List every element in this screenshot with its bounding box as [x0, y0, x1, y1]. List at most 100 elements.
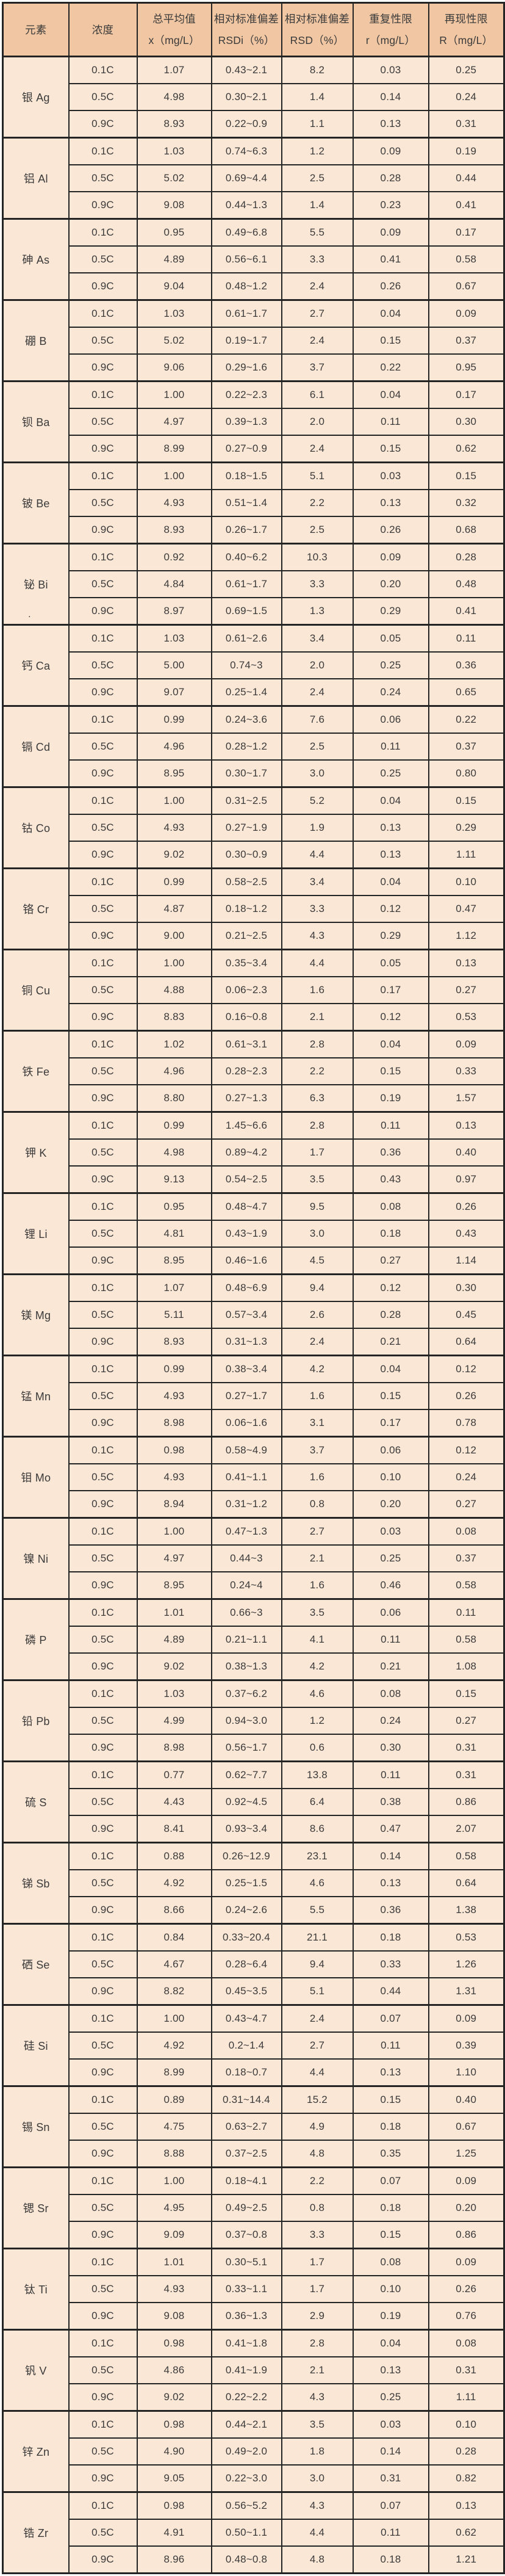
rsdi-range-cell: 0.25~1.5: [210, 1869, 282, 1897]
rsdi-range-cell: 0.30~1.7: [210, 759, 282, 788]
rsdi-range-cell: 0.28~2.3: [210, 1057, 282, 1085]
rsdi-range-cell: 0.37~6.2: [210, 1679, 282, 1708]
table-row: 0.5C 5.00 0.74~3 2.0 0.25 0.36: [3, 651, 505, 679]
repeatability-cell: 0.03: [352, 2410, 429, 2439]
table-row: 0.5C 4.88 0.06~2.3 1.6 0.17 0.27: [3, 976, 505, 1004]
header-mean: 总平均值 x（mg/L）: [136, 2, 212, 57]
element-name: 硒 Se: [21, 1959, 50, 1971]
rsdi-range-cell: 0.31~14.4: [210, 2085, 282, 2114]
repeatability-cell: 0.17: [352, 976, 429, 1004]
element-name: 钡 Ba: [21, 416, 50, 429]
mean-value-cell: 0.92: [136, 543, 212, 571]
element-name: 铬 Cr: [23, 903, 49, 916]
reproducibility-cell: 0.13: [428, 2491, 505, 2520]
rsd-value-cell: 1.8: [281, 2437, 354, 2466]
repeatability-cell: 0.25: [352, 759, 429, 788]
repeatability-cell: 0.11: [352, 2519, 429, 2547]
table-row: 0.9C 8.93 0.26~1.7 2.5 0.26 0.68: [3, 516, 505, 545]
rsd-value-cell: 3.0: [281, 1220, 354, 1248]
mean-value-cell: 4.88: [136, 976, 212, 1004]
mean-value-cell: 1.03: [136, 624, 212, 653]
mean-value-cell: 9.08: [136, 2302, 212, 2331]
header-concentration: 浓度: [68, 2, 138, 57]
repeatability-cell: 0.29: [352, 922, 429, 950]
reproducibility-cell: 0.53: [428, 1923, 505, 1952]
concentration-cell: 0.5C: [68, 83, 138, 111]
mean-value-cell: 0.99: [136, 705, 212, 734]
rsdi-range-cell: 0.44~2.1: [210, 2410, 282, 2439]
reproducibility-cell: 0.97: [428, 1165, 505, 1194]
mean-value-cell: 8.95: [136, 759, 212, 788]
rsd-value-cell: 2.2: [281, 1057, 354, 1085]
rsdi-range-cell: 0.2~1.4: [210, 2031, 282, 2060]
reproducibility-cell: 0.09: [428, 1030, 505, 1058]
rsdi-range-cell: 0.26~1.7: [210, 516, 282, 545]
rsd-value-cell: 3.3: [281, 895, 354, 923]
concentration-cell: 0.9C: [68, 1003, 138, 1032]
table-row: 银 Ag 0.1C 1.07 0.43~2.1 8.2 0.03 0.25: [2, 56, 505, 139]
mean-value-cell: 1.07: [136, 56, 212, 84]
rsd-value-cell: 4.4: [281, 949, 354, 977]
reproducibility-cell: 0.09: [428, 2166, 505, 2195]
table-row: 0.5C 4.95 0.49~2.5 0.8 0.18 0.20: [3, 2194, 505, 2222]
table-row: 0.5C 5.11 0.57~3.4 2.6 0.28 0.45: [3, 1301, 505, 1329]
mean-value-cell: 1.03: [136, 299, 212, 328]
rsdi-range-cell: 0.18~1.2: [210, 895, 282, 923]
rsdi-range-cell: 0.51~1.4: [210, 489, 282, 517]
rsd-value-cell: 2.7: [281, 299, 354, 328]
repeatability-cell: 0.14: [352, 1842, 429, 1870]
rsd-value-cell: 2.0: [281, 408, 354, 436]
concentration-cell: 0.5C: [68, 1138, 138, 1167]
rsd-value-cell: 6.3: [281, 1084, 354, 1113]
concentration-cell: 0.5C: [68, 489, 138, 517]
element-name-cell: 铝 Al: [2, 137, 70, 220]
table-row: 锂 Li 0.1C 0.95 0.48~4.7 9.5 0.08 0.26: [2, 1192, 505, 1275]
repeatability-cell: 0.09: [352, 218, 429, 247]
concentration-cell: 0.1C: [68, 56, 138, 84]
concentration-cell: 0.1C: [68, 786, 138, 815]
element-name: 锆 Zr: [23, 2527, 49, 2539]
mean-value-cell: 1.07: [136, 1273, 212, 1302]
table-row: 0.9C 9.13 0.54~2.5 3.5 0.43 0.97: [3, 1165, 505, 1194]
rsd-value-cell: 4.2: [281, 1652, 354, 1681]
header-repeatability-line2: r（mg/L）: [365, 34, 416, 46]
concentration-cell: 0.9C: [68, 1328, 138, 1356]
element-name: 钼 Mo: [21, 1472, 51, 1484]
mean-value-cell: 8.99: [136, 435, 212, 463]
concentration-cell: 0.9C: [68, 1652, 138, 1681]
rsd-value-cell: 2.7: [281, 2031, 354, 2060]
repeatability-cell: 0.06: [352, 705, 429, 734]
reproducibility-cell: 0.30: [428, 408, 505, 436]
mean-value-cell: 1.00: [136, 461, 212, 490]
rsd-value-cell: 1.1: [281, 110, 354, 139]
table-row: 0.5C 4.89 0.56~6.1 3.3 0.41 0.58: [3, 245, 505, 273]
reproducibility-cell: 0.20: [428, 2194, 505, 2222]
rsd-value-cell: 3.7: [281, 353, 354, 382]
concentration-cell: 0.1C: [68, 2085, 138, 2114]
rsdi-range-cell: 0.18~1.5: [210, 461, 282, 490]
concentration-cell: 0.1C: [68, 1111, 138, 1140]
element-name-cell: 硅 Si: [2, 2004, 70, 2087]
reproducibility-cell: 0.12: [428, 1355, 505, 1383]
concentration-cell: 0.9C: [68, 841, 138, 869]
mean-value-cell: 4.89: [136, 1626, 212, 1654]
header-reproducibility-line2: R（mg/L）: [439, 34, 493, 46]
table-row: 0.5C 4.97 0.39~1.3 2.0 0.11 0.30: [3, 408, 505, 436]
repeatability-cell: 0.10: [352, 2275, 429, 2303]
mean-value-cell: 0.99: [136, 1111, 212, 1140]
mean-value-cell: 5.02: [136, 164, 212, 192]
repeatability-cell: 0.13: [352, 841, 429, 869]
reproducibility-cell: 2.07: [428, 1815, 505, 1843]
reproducibility-cell: 0.28: [428, 543, 505, 571]
table-row: 0.9C 8.99 0.18~0.7 4.4 0.13 1.10: [3, 2058, 505, 2087]
reproducibility-cell: 1.08: [428, 1652, 505, 1681]
reproducibility-cell: 0.40: [428, 2085, 505, 2114]
rsdi-range-cell: 0.28~1.2: [210, 733, 282, 761]
concentration-cell: 0.1C: [68, 1436, 138, 1464]
rsd-value-cell: 9.4: [281, 1273, 354, 1302]
rsdi-range-cell: 0.43~1.9: [210, 1220, 282, 1248]
mean-value-cell: 4.93: [136, 814, 212, 842]
reproducibility-cell: 0.15: [428, 1679, 505, 1708]
element-name-cell: 镉 Cd: [2, 705, 70, 788]
concentration-cell: 0.9C: [68, 2221, 138, 2249]
